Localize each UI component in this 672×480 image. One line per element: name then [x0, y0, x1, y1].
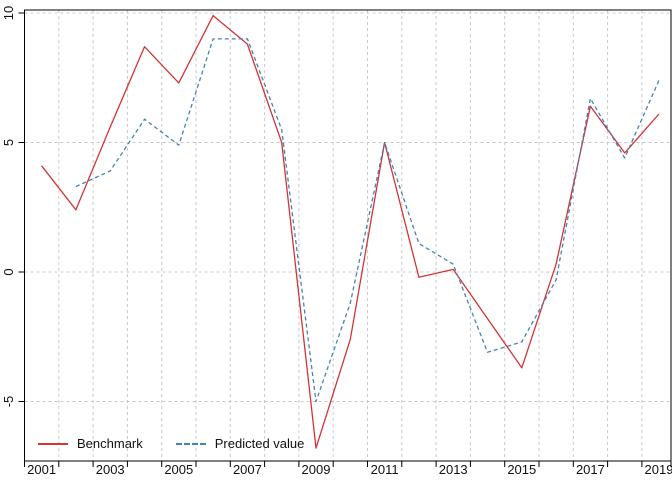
- gridlines: [24, 10, 671, 461]
- x-tick-label-2009: 2009: [302, 462, 331, 477]
- predicted-value-line: [75, 38, 660, 403]
- x-tick-label-2005: 2005: [164, 462, 193, 477]
- legend-item-predicted: Predicted value: [175, 436, 305, 452]
- benchmark-line: [41, 14, 660, 449]
- x-tick-label-2007: 2007: [233, 462, 262, 477]
- x-tick-label-2003: 2003: [96, 462, 125, 477]
- benchmark-line-sample: [38, 443, 68, 445]
- y-tick-label-0: 0: [1, 268, 16, 275]
- y-tick-label-5: 5: [1, 139, 16, 146]
- plot-box: [24, 9, 672, 462]
- x-tick-label-2017: 2017: [576, 462, 605, 477]
- y-tick-label-10: 10: [1, 6, 16, 20]
- x-tick-label-2019: 2019: [645, 462, 672, 477]
- x-tick-label-2001: 2001: [27, 462, 56, 477]
- legend: Benchmark Predicted value: [38, 436, 304, 452]
- x-tick-label-2015: 2015: [507, 462, 536, 477]
- x-tick-label-2011: 2011: [371, 462, 399, 477]
- legend-item-benchmark: Benchmark: [38, 436, 143, 452]
- legend-label-predicted: Predicted value: [214, 436, 305, 451]
- y-tick-label--5: -5: [1, 396, 16, 408]
- y-axis-ticks: [18, 12, 25, 402]
- predicted-line-sample: [175, 443, 206, 445]
- x-axis-ticks: [24, 461, 672, 467]
- legend-label-benchmark: Benchmark: [77, 436, 143, 451]
- x-tick-label-2013: 2013: [439, 462, 468, 477]
